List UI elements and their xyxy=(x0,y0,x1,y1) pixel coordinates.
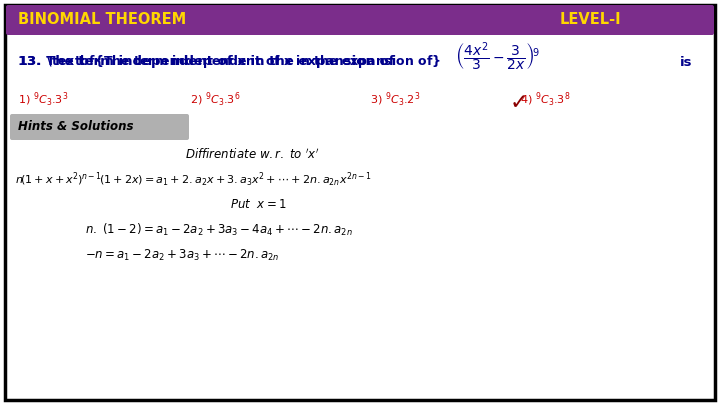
Text: LEVEL-I: LEVEL-I xyxy=(560,13,621,28)
Text: $3)\ {}^9C_3.2^3$: $3)\ {}^9C_3.2^3$ xyxy=(370,91,420,109)
FancyBboxPatch shape xyxy=(5,5,715,400)
Text: BINOMIAL THEOREM: BINOMIAL THEOREM xyxy=(18,13,186,28)
FancyBboxPatch shape xyxy=(10,114,189,140)
Text: $\mathit{Put}\ \ x = 1$: $\mathit{Put}\ \ x = 1$ xyxy=(230,198,287,211)
Text: $n\!\left(1+x+x^2\right)^{\!n-1}\!(1+2x) = a_1 + 2.a_2x + 3.a_3x^2 + \cdots + 2n: $n\!\left(1+x+x^2\right)^{\!n-1}\!(1+2x)… xyxy=(15,171,372,189)
Text: $\left(\dfrac{4x^2}{3} - \dfrac{3}{2x}\right)^{\!9}$: $\left(\dfrac{4x^2}{3} - \dfrac{3}{2x}\r… xyxy=(455,40,540,73)
Text: $\mathit{Diffirentiate\ w.r.\ to\ 'x'}$: $\mathit{Diffirentiate\ w.r.\ to\ 'x'}$ xyxy=(185,148,320,162)
Text: $n.\ (1-2) = a_1 - 2a_2 + 3a_3 - 4a_4 + \cdots - 2n.a_{2n}$: $n.\ (1-2) = a_1 - 2a_2 + 3a_3 - 4a_4 + … xyxy=(85,222,353,238)
Text: 13. The term independent of x in the expansion of: 13. The term independent of x in the exp… xyxy=(18,55,395,68)
Text: $4)\ {}^9C_3.3^8$: $4)\ {}^9C_3.3^8$ xyxy=(520,91,570,109)
Text: Hints & Solutions: Hints & Solutions xyxy=(18,121,133,134)
Text: ✓: ✓ xyxy=(510,93,528,113)
FancyBboxPatch shape xyxy=(6,5,714,35)
Text: is: is xyxy=(680,55,693,68)
Text: $1)\ {}^9C_3.3^3$: $1)\ {}^9C_3.3^3$ xyxy=(18,91,68,109)
Text: $\mathbf{13.}$ \textbf{The term independent of x in the expansion of}: $\mathbf{13.}$ \textbf{The term independ… xyxy=(18,53,441,70)
Text: $2)\ {}^9C_3.3^6$: $2)\ {}^9C_3.3^6$ xyxy=(190,91,240,109)
Text: $-n = a_1 - 2a_2 + 3a_3 + \cdots - 2n.a_{2n}$: $-n = a_1 - 2a_2 + 3a_3 + \cdots - 2n.a_… xyxy=(85,247,279,262)
